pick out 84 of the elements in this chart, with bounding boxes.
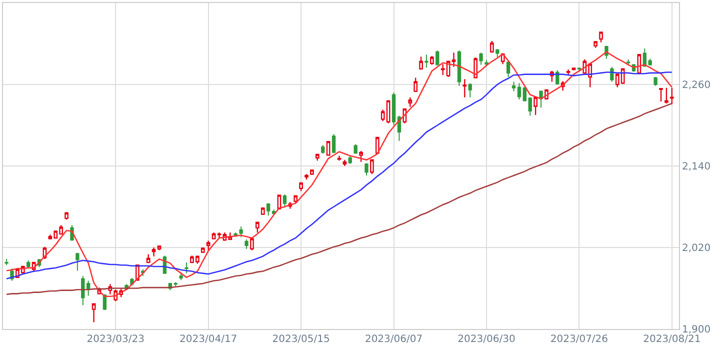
x-tick-label: 2023/07/26 — [550, 334, 608, 345]
y-tick-label: 1,900 — [682, 324, 711, 336]
y-tick-label: 2,140 — [682, 162, 711, 172]
x-tick-label: 2023/06/30 — [458, 334, 516, 345]
candlestick — [152, 246, 156, 257]
x-tick-label: 2023/03/23 — [86, 334, 144, 345]
candlestick — [76, 252, 80, 272]
candlestick — [174, 282, 178, 287]
candlestick — [659, 88, 663, 102]
candlestick — [266, 202, 270, 216]
line-series — [6, 72, 673, 280]
candlestick — [282, 194, 287, 207]
candlestick — [566, 68, 570, 76]
candlestick — [212, 232, 216, 240]
candlestick — [457, 50, 462, 86]
candlestick — [479, 52, 483, 66]
candlestick — [244, 238, 248, 250]
line-series — [6, 51, 673, 298]
candlestick — [321, 144, 325, 154]
candlestick — [315, 153, 320, 162]
x-tick-label: 2023/05/15 — [272, 334, 330, 345]
candlestick — [146, 254, 150, 264]
candlestick — [462, 78, 467, 98]
candlestick — [506, 60, 510, 78]
candlestick — [528, 96, 532, 116]
candlestick — [179, 272, 183, 281]
candlestick — [452, 52, 456, 68]
candlestick — [414, 77, 418, 93]
candlestick — [626, 58, 630, 66]
candlestick — [294, 195, 298, 204]
candlestick — [375, 136, 380, 154]
candlestick — [86, 280, 90, 296]
candlestick — [310, 169, 314, 176]
x-tick-label: 2023/04/17 — [180, 334, 238, 345]
candlestick — [392, 92, 396, 126]
candlestick — [184, 262, 188, 274]
candlestick — [522, 86, 526, 102]
candlestick — [337, 155, 342, 162]
line-series — [6, 102, 673, 296]
candlestick — [594, 41, 598, 48]
y-tick-label: 2,260 — [682, 80, 711, 91]
candlestick — [424, 54, 428, 68]
candlestick — [260, 206, 265, 216]
candlestick — [81, 276, 85, 306]
candlestick — [26, 260, 30, 270]
candlestick — [217, 232, 222, 239]
candlestick — [517, 82, 522, 100]
x-tick-label: 2023/08/21 — [643, 334, 701, 345]
candlestick — [359, 150, 363, 163]
candlestick — [577, 67, 582, 72]
candlestick — [648, 58, 652, 66]
candlestick — [64, 212, 68, 220]
candlestick — [670, 87, 674, 105]
candlestick — [255, 222, 260, 234]
candlestick — [490, 40, 494, 54]
candlestick — [468, 82, 472, 98]
candlestick — [474, 56, 478, 79]
candlestick — [304, 174, 308, 180]
candlestick — [430, 55, 434, 66]
candlestick — [92, 303, 96, 323]
candlestick — [206, 240, 210, 251]
candlestick — [342, 159, 347, 167]
candlestick — [200, 246, 205, 254]
candlestick — [534, 96, 538, 116]
candlestick — [599, 32, 603, 43]
candlestick — [496, 48, 500, 58]
candlestick — [299, 182, 303, 192]
candlestick — [348, 155, 352, 164]
candlestick — [364, 162, 368, 176]
candlestick — [4, 258, 8, 266]
candlestick — [654, 76, 658, 86]
candlestick — [326, 140, 330, 156]
candlestick — [250, 238, 254, 251]
candlestick — [408, 96, 412, 108]
candlestick — [419, 56, 423, 70]
candlestick — [332, 134, 336, 154]
y-tick-label: 2,020 — [682, 243, 711, 254]
candlestick — [664, 87, 668, 104]
x-tick-label: 2023/06/07 — [364, 334, 423, 345]
candlestick — [512, 81, 516, 92]
candlestick — [370, 159, 374, 175]
candlestick — [239, 226, 243, 238]
candlestick — [354, 144, 358, 154]
candlestick — [436, 50, 440, 66]
